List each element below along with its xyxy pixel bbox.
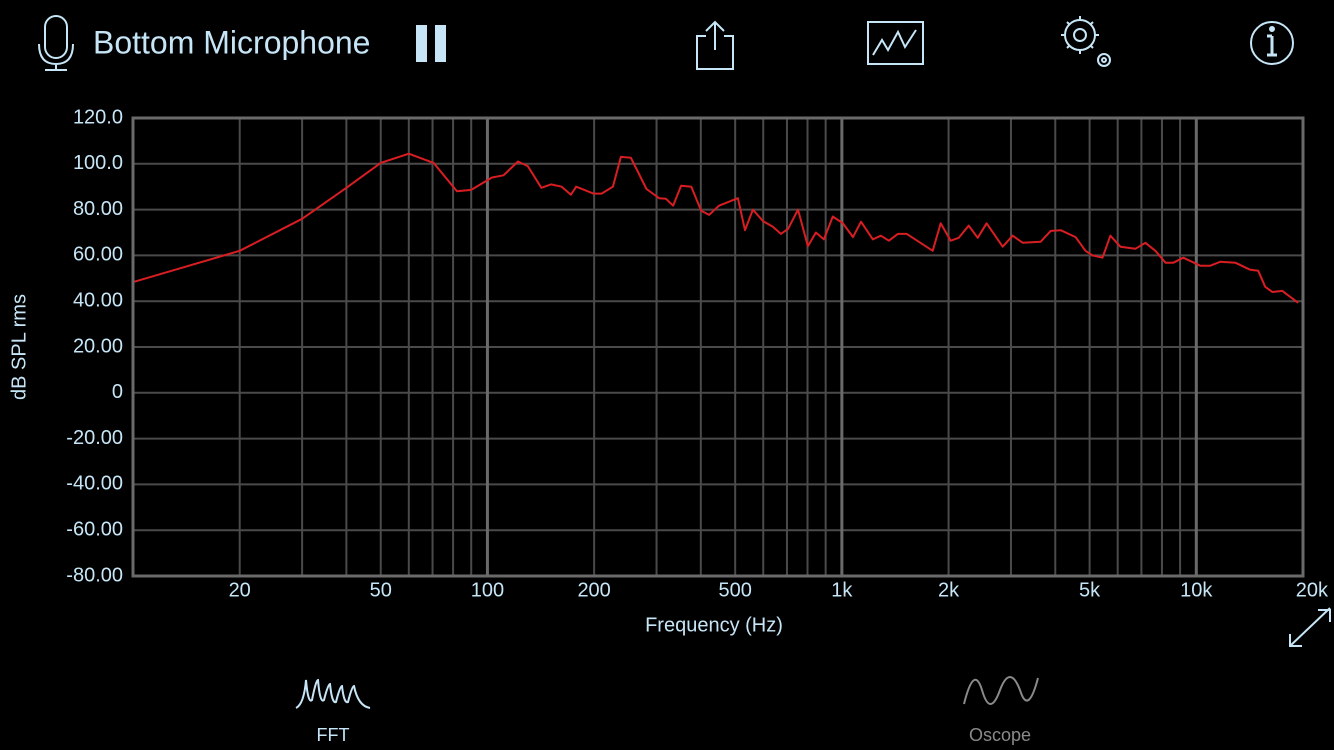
x-tick-label: 10k xyxy=(1180,579,1213,601)
y-tick-label: -60.00 xyxy=(66,518,123,540)
title: Bottom Microphone xyxy=(93,24,370,60)
y-tick-label: 40.00 xyxy=(73,289,123,311)
x-tick-label: 100 xyxy=(471,579,504,601)
x-tick-label: 50 xyxy=(370,579,392,601)
plot-frame xyxy=(131,116,1305,578)
y-tick-label: -20.00 xyxy=(66,427,123,449)
oscope-tab[interactable]: Oscope xyxy=(963,676,1039,745)
tab-label: Oscope xyxy=(969,725,1031,745)
y-axis-label: dB SPL rms xyxy=(8,294,30,400)
y-tick-label: 80.00 xyxy=(73,198,123,220)
y-tick-label: -40.00 xyxy=(66,473,123,495)
tab-label: FFT xyxy=(317,725,350,745)
pause-button[interactable] xyxy=(416,25,446,62)
y-tick-label: -80.00 xyxy=(66,564,123,586)
settings-button[interactable] xyxy=(1061,16,1111,67)
x-tick-label: 200 xyxy=(577,579,610,601)
plot: 120.0 100.0 80.00 60.00 40.00 20.00 0 -20.00 -40… xyxy=(66,106,1329,601)
spectrum-line xyxy=(134,152,1299,304)
x-tick-label: 500 xyxy=(718,579,751,601)
expand-button[interactable] xyxy=(1289,607,1331,647)
x-axis-label: Frequency (Hz) xyxy=(645,614,783,636)
x-tick-label: 2k xyxy=(938,579,960,601)
y-tick-label: 60.00 xyxy=(73,244,123,266)
x-tick-label: 5k xyxy=(1079,579,1101,601)
y-tick-label: 120.0 xyxy=(73,106,123,128)
info-button[interactable] xyxy=(1250,21,1294,65)
share-button[interactable] xyxy=(696,20,734,70)
x-tick-label: 20k xyxy=(1296,579,1329,601)
y-tick-label: 0 xyxy=(112,381,123,403)
y-tick-label: 100.0 xyxy=(73,152,123,174)
x-tick-label: 1k xyxy=(831,579,853,601)
microphone-icon[interactable] xyxy=(38,15,74,71)
y-tick-label: 20.00 xyxy=(73,335,123,357)
fft-tab[interactable]: FFT xyxy=(295,678,371,745)
graph-button[interactable] xyxy=(867,21,924,65)
x-tick-label: 20 xyxy=(229,579,251,601)
